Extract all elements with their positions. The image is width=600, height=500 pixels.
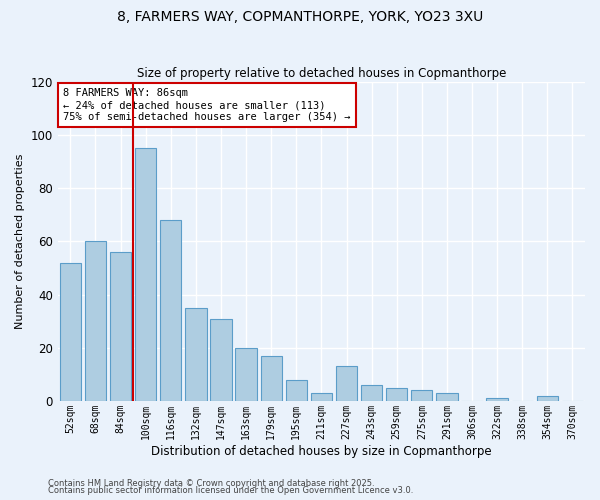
Text: Contains public sector information licensed under the Open Government Licence v3: Contains public sector information licen… (48, 486, 413, 495)
Bar (536, 396, 558, 401)
Bar (160, 220, 181, 401)
Title: Size of property relative to detached houses in Copmanthorpe: Size of property relative to detached ho… (137, 66, 506, 80)
Bar (386, 388, 407, 401)
Bar (411, 390, 433, 401)
Bar (361, 385, 382, 401)
Bar (487, 398, 508, 401)
Bar (85, 242, 106, 401)
Text: 8 FARMERS WAY: 86sqm
← 24% of detached houses are smaller (113)
75% of semi-deta: 8 FARMERS WAY: 86sqm ← 24% of detached h… (63, 88, 350, 122)
Bar (185, 308, 206, 401)
Bar (110, 252, 131, 401)
Bar (235, 348, 257, 401)
Bar (260, 356, 282, 401)
Bar (286, 380, 307, 401)
Bar (311, 393, 332, 401)
Bar (336, 366, 357, 401)
Bar (211, 318, 232, 401)
Text: 8, FARMERS WAY, COPMANTHORPE, YORK, YO23 3XU: 8, FARMERS WAY, COPMANTHORPE, YORK, YO23… (117, 10, 483, 24)
Y-axis label: Number of detached properties: Number of detached properties (15, 154, 25, 329)
X-axis label: Distribution of detached houses by size in Copmanthorpe: Distribution of detached houses by size … (151, 444, 492, 458)
Bar (436, 393, 458, 401)
Bar (59, 262, 81, 401)
Bar (135, 148, 157, 401)
Text: Contains HM Land Registry data © Crown copyright and database right 2025.: Contains HM Land Registry data © Crown c… (48, 478, 374, 488)
